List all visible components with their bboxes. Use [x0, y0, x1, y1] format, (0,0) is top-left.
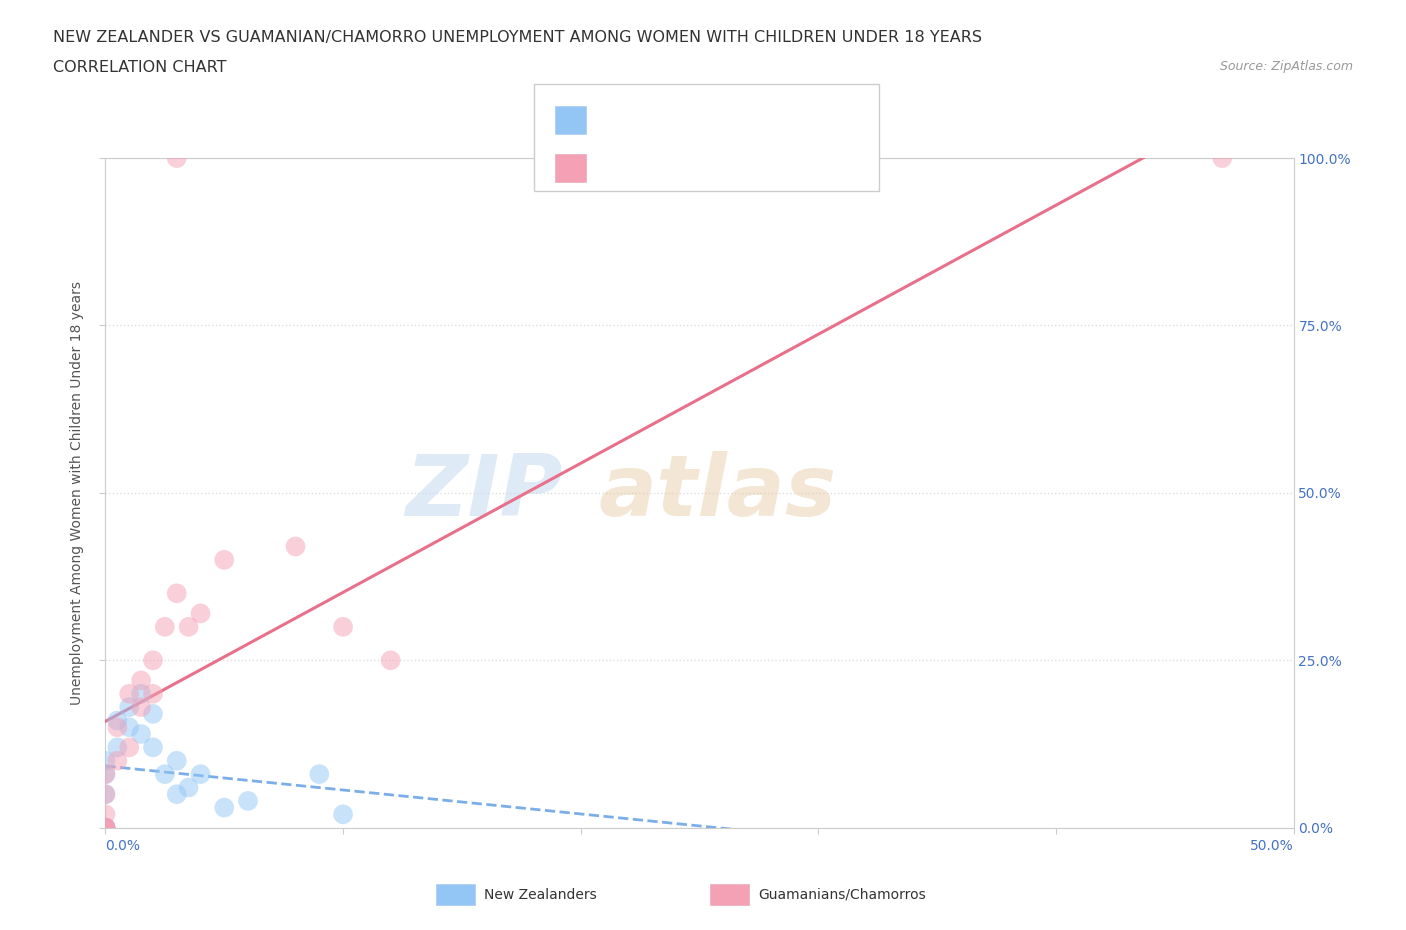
Point [94, 807, 117, 822]
Point [129, 673, 152, 688]
Point [129, 686, 152, 701]
Point [236, 793, 259, 808]
Point [153, 619, 176, 634]
Point [214, 800, 236, 815]
Y-axis label: Unemployment Among Women with Children Under 18 years: Unemployment Among Women with Children U… [70, 281, 84, 705]
Point [94, 820, 117, 835]
Point [118, 686, 141, 701]
Point [105, 713, 128, 728]
Text: atlas: atlas [599, 451, 837, 535]
Point [190, 606, 212, 621]
Point [94, 820, 117, 835]
Point [142, 653, 165, 668]
Point [94, 820, 117, 835]
Text: ZIP: ZIP [405, 451, 562, 535]
Point [166, 753, 188, 768]
Point [166, 151, 188, 166]
Point [177, 619, 200, 634]
Point [105, 720, 128, 735]
Point [94, 820, 117, 835]
Point [94, 787, 117, 802]
Point [166, 787, 188, 802]
Point [332, 807, 354, 822]
Text: R = 0.804: R = 0.804 [598, 159, 681, 178]
Point [105, 740, 128, 755]
Point [94, 820, 117, 835]
Text: CORRELATION CHART: CORRELATION CHART [53, 60, 226, 75]
Point [177, 780, 200, 795]
Point [94, 820, 117, 835]
Point [94, 820, 117, 835]
Text: 0.0%: 0.0% [105, 839, 141, 853]
Point [308, 766, 330, 781]
Point [380, 653, 402, 668]
Text: Source: ZipAtlas.com: Source: ZipAtlas.com [1219, 60, 1353, 73]
Point [1211, 151, 1233, 166]
Point [142, 707, 165, 722]
Text: Guamanians/Chamorros: Guamanians/Chamorros [758, 887, 925, 902]
Text: 50.0%: 50.0% [1250, 839, 1294, 853]
Point [129, 699, 152, 714]
Point [118, 720, 141, 735]
Point [94, 820, 117, 835]
Point [166, 586, 188, 601]
Point [153, 766, 176, 781]
Point [94, 766, 117, 781]
Point [118, 699, 141, 714]
Text: NEW ZEALANDER VS GUAMANIAN/CHAMORRO UNEMPLOYMENT AMONG WOMEN WITH CHILDREN UNDER: NEW ZEALANDER VS GUAMANIAN/CHAMORRO UNEM… [53, 30, 983, 45]
Text: N = 24: N = 24 [749, 111, 811, 128]
Text: R = 0.200: R = 0.200 [598, 111, 681, 128]
Point [190, 766, 212, 781]
Point [118, 740, 141, 755]
Point [142, 686, 165, 701]
Point [284, 539, 307, 554]
Point [214, 552, 236, 567]
Point [94, 753, 117, 768]
Text: N = 26: N = 26 [749, 159, 811, 178]
Text: New Zealanders: New Zealanders [484, 887, 596, 902]
Point [105, 753, 128, 768]
Point [142, 740, 165, 755]
Point [94, 787, 117, 802]
Point [129, 726, 152, 741]
Point [94, 820, 117, 835]
Point [332, 619, 354, 634]
Point [94, 766, 117, 781]
